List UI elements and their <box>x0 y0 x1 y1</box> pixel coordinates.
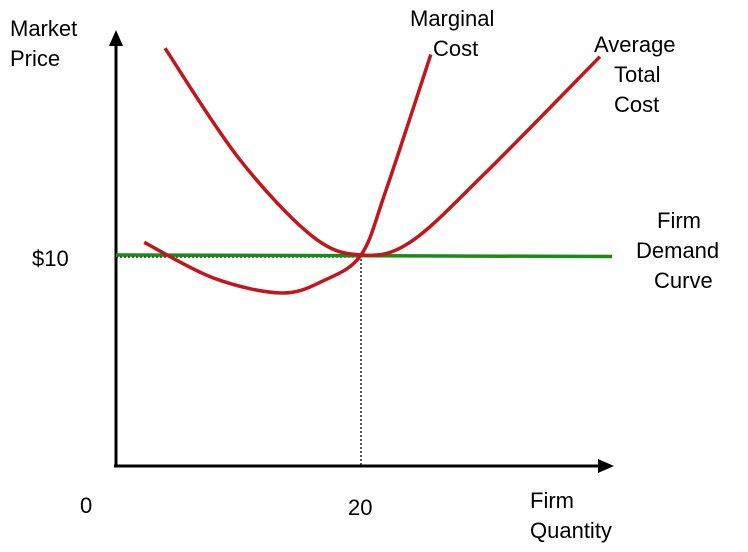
y-axis-arrow <box>109 30 123 46</box>
average-total-cost-label-line-3: Cost <box>614 92 659 117</box>
marginal-cost-label-line-2: Cost <box>433 36 478 61</box>
x-axis-label-line-2: Quantity <box>530 518 612 543</box>
y-tick-label: $10 <box>32 246 69 271</box>
average-total-cost-curve <box>163 47 602 258</box>
origin-label: 0 <box>80 493 92 518</box>
y-axis-label-line-1: Market <box>10 16 77 41</box>
x-tick-label: 20 <box>348 495 372 520</box>
firm-demand-label-line-2: Demand <box>636 238 719 263</box>
marginal-cost-label-line-1: Marginal <box>410 6 494 31</box>
x-axis-label-line-1: Firm <box>530 488 574 513</box>
y-axis-label-line-2: Price <box>10 46 60 71</box>
average-total-cost-label-line-2: Total <box>614 62 660 87</box>
average-total-cost-label-line-1: Average <box>594 32 676 57</box>
firm-demand-label-line-1: Firm <box>657 208 701 233</box>
x-axis-arrow <box>598 459 614 473</box>
firm-demand-label-line-3: Curve <box>654 268 713 293</box>
marginal-cost-curve <box>143 53 433 295</box>
